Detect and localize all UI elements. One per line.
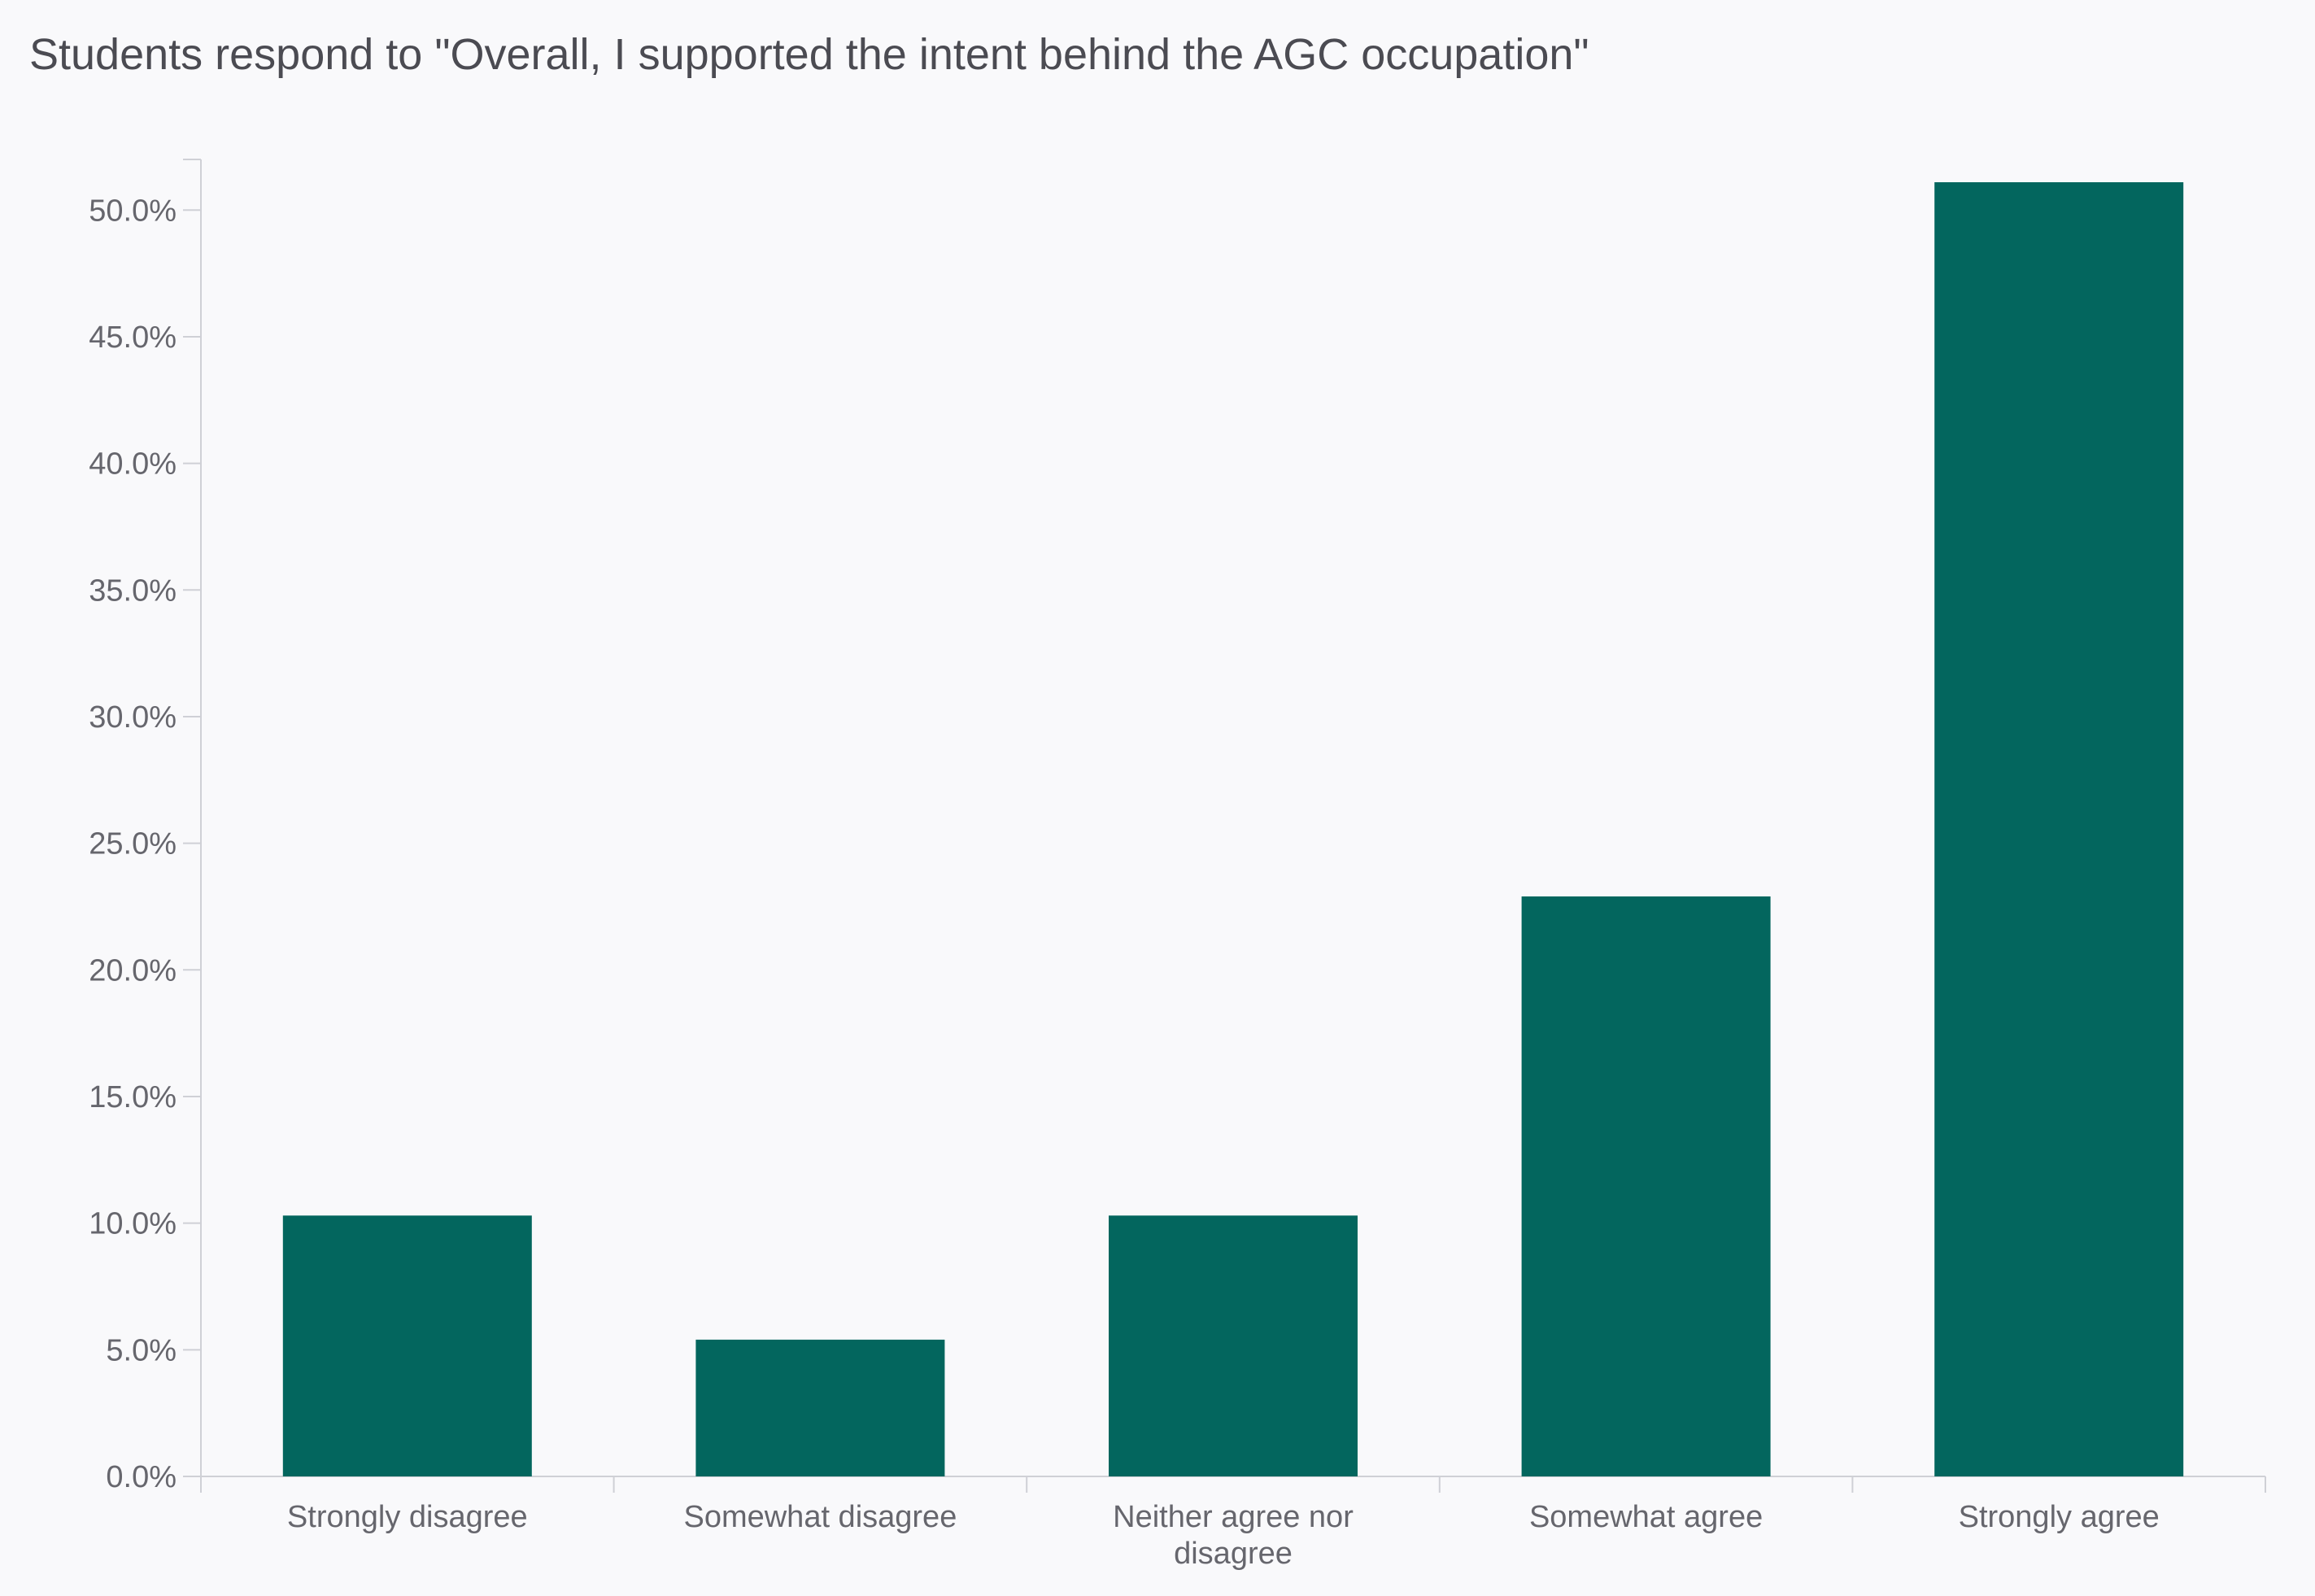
bar [1109, 1215, 1358, 1476]
x-tick-label: Strongly disagree [287, 1500, 528, 1534]
y-tick-label: 50.0% [89, 194, 177, 228]
x-tick-label-line: Somewhat agree [1529, 1500, 1763, 1534]
x-tick-label-line: Strongly disagree [287, 1500, 528, 1534]
x-tick-label: Neither agree nor disagree [1113, 1500, 1354, 1571]
y-tick-label: 15.0% [89, 1080, 177, 1114]
y-tick-label: 0.0% [106, 1460, 177, 1494]
x-tick-label-line: Neither agree nor [1113, 1500, 1354, 1534]
x-tick-label: Somewhat agree [1529, 1500, 1763, 1534]
bar [695, 1339, 945, 1476]
x-tick-label-line: disagree [1174, 1537, 1293, 1571]
x-axis: Strongly disagree Somewhat disagree Neithe… [200, 1476, 2266, 1571]
bar [1934, 182, 2184, 1477]
x-tick-label: Strongly agree [1959, 1500, 2160, 1534]
bars [282, 182, 2184, 1477]
y-tick-label: 5.0% [106, 1333, 177, 1367]
bar [1521, 896, 1771, 1476]
x-tick-label-line: Strongly agree [1959, 1500, 2160, 1534]
y-axis: 0.0% 5.0% 10.0% 15.0% 20.0% 25.0% 30.0% 35.0% 40… [89, 159, 202, 1494]
x-tick-label: Somewhat disagree [683, 1500, 957, 1534]
y-tick-label: 35.0% [89, 573, 177, 608]
y-tick-label: 10.0% [89, 1207, 177, 1241]
y-tick-label: 25.0% [89, 827, 177, 861]
x-tick-label-line: Somewhat disagree [683, 1500, 957, 1534]
y-tick-label: 45.0% [89, 321, 177, 355]
bar [282, 1215, 532, 1476]
y-tick-label: 40.0% [89, 447, 177, 482]
y-tick-label: 30.0% [89, 700, 177, 735]
y-tick-label: 20.0% [89, 953, 177, 988]
chart-title: Students respond to "Overall, I supporte… [29, 30, 1589, 79]
